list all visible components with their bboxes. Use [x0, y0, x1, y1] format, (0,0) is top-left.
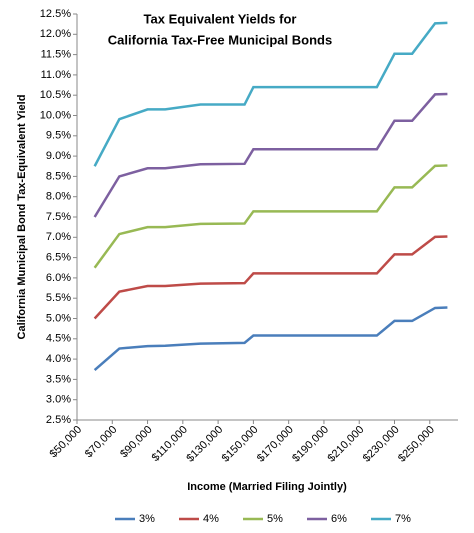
y-tick-label: 7.5%	[46, 211, 71, 223]
x-axis-label: Income (Married Filing Jointly)	[187, 481, 347, 493]
y-tick-label: 6.0%	[46, 272, 71, 284]
legend-label: 5%	[267, 513, 283, 525]
legend-label: 4%	[203, 513, 219, 525]
x-tick-label: $190,000	[290, 424, 331, 465]
legend-label: 7%	[395, 513, 411, 525]
y-tick-label: 8.5%	[46, 170, 71, 182]
legend-label: 6%	[331, 513, 347, 525]
x-tick-label: $150,000	[220, 424, 261, 465]
y-tick-label: 6.5%	[46, 252, 71, 264]
x-tick-label: $170,000	[255, 424, 296, 465]
y-tick-label: 10.5%	[40, 89, 71, 101]
y-tick-label: 9.5%	[46, 130, 71, 142]
y-tick-label: 12.5%	[40, 8, 71, 20]
y-tick-label: 10.0%	[40, 109, 71, 121]
y-tick-label: 5.5%	[46, 292, 71, 304]
y-tick-label: 11.5%	[41, 49, 72, 61]
x-tick-label: $250,000	[396, 424, 437, 465]
y-axis-label: California Municipal Bond Tax-Equivalent…	[16, 95, 28, 340]
x-tick-label: $110,000	[150, 424, 190, 464]
series-line	[93, 21, 448, 167]
y-tick-label: 5.0%	[46, 312, 71, 324]
series-line	[93, 164, 448, 269]
legend-label: 3%	[139, 513, 155, 525]
x-tick-label: $50,000	[48, 424, 85, 461]
y-tick-label: 3.0%	[46, 394, 71, 406]
x-tick-label: $70,000	[83, 424, 120, 461]
y-tick-label: 12.0%	[40, 28, 71, 40]
y-tick-label: 4.5%	[46, 333, 71, 345]
y-tick-label: 9.0%	[46, 150, 71, 162]
x-tick-label: $230,000	[361, 424, 402, 465]
series-line	[93, 235, 448, 320]
x-tick-label: $130,000	[184, 424, 225, 465]
x-tick-label: $210,000	[325, 424, 366, 465]
chart-title: California Tax-Free Municipal Bonds	[108, 32, 332, 47]
series-line	[93, 306, 448, 372]
chart-title: Tax Equivalent Yields for	[144, 11, 297, 26]
y-tick-label: 4.0%	[46, 353, 71, 365]
y-tick-label: 8.0%	[46, 191, 71, 203]
y-tick-label: 11.0%	[41, 69, 72, 81]
y-tick-label: 2.5%	[46, 414, 71, 426]
series-line	[93, 92, 448, 218]
y-tick-label: 7.0%	[46, 231, 71, 243]
y-tick-label: 3.5%	[46, 373, 71, 385]
